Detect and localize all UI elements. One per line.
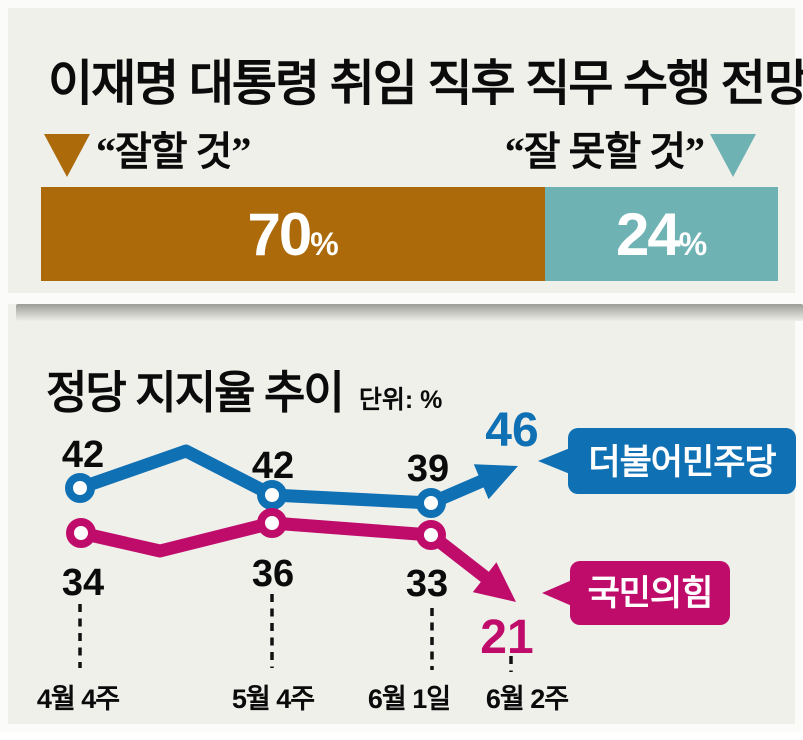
x-axis-label: 6월 2주 xyxy=(486,684,568,714)
legend-positive-label: “잘할 것” xyxy=(96,129,251,174)
democratic-value-label: 42 xyxy=(252,445,294,487)
callout-box xyxy=(570,561,730,625)
x-axis-label: 5월 4주 xyxy=(232,684,314,714)
chart-unit-label: 단위: % xyxy=(358,386,443,414)
triangle-down-brown-icon xyxy=(44,134,90,177)
legend-negative: “잘 못할 것” xyxy=(505,124,756,180)
ppp-point-marker xyxy=(257,508,287,538)
triangle-down-teal-icon xyxy=(710,134,756,177)
outlook-stacked-bar: 70% 24% xyxy=(41,187,778,281)
divider-gap xyxy=(8,293,803,304)
ppp-series-name: 국민의힘 xyxy=(588,574,713,613)
democratic-latest-value: 46 xyxy=(485,404,538,457)
trend-header: 정당 지지율 추이 단위: % xyxy=(46,356,442,421)
legend-negative-label: “잘 못할 것” xyxy=(504,129,705,174)
page-title: 이재명 대통령 취임 직후 직무 수행 전망 xyxy=(48,57,803,111)
ppp-latest-value: 21 xyxy=(480,611,533,664)
legend-callout-democratic: 더불어민주당 xyxy=(538,428,796,494)
callout-box xyxy=(568,428,796,494)
chart-title: 정당 지지율 추이 xyxy=(46,367,345,418)
democratic-point-marker xyxy=(416,488,446,518)
outlook-legend-row: “잘할 것” “잘 못할 것” xyxy=(44,124,756,180)
section-divider xyxy=(16,304,803,321)
bar-negative-value: 24% xyxy=(616,200,708,268)
bar-negative: 24% xyxy=(545,187,778,281)
democratic-series-name: 더불어민주당 xyxy=(588,443,776,482)
bar-positive-value: 70% xyxy=(247,200,339,268)
democratic-value-label: 42 xyxy=(62,434,104,476)
party-trend-chart: 42 42 39 46 34 36 33 21 4월 4주 5월 4주 6월 1… xyxy=(37,404,796,714)
ppp-point-marker xyxy=(66,518,96,548)
callout-pointer-icon xyxy=(538,448,570,474)
democratic-point-marker xyxy=(65,473,95,503)
legend-callout-ppp: 국민의힘 xyxy=(542,561,730,625)
ppp-value-label: 36 xyxy=(252,553,294,595)
ppp-arrow-icon xyxy=(472,562,516,602)
ppp-value-label: 34 xyxy=(62,562,104,604)
democratic-value-label: 39 xyxy=(407,448,449,490)
democratic-arrow-icon xyxy=(473,464,518,500)
x-axis-label: 4월 4주 xyxy=(37,684,119,714)
ppp-value-label: 33 xyxy=(406,563,448,605)
bar-positive: 70% xyxy=(41,187,546,281)
democratic-point-marker xyxy=(257,480,287,510)
legend-positive: “잘할 것” xyxy=(44,124,251,180)
ppp-point-marker xyxy=(416,520,446,550)
callout-pointer-icon xyxy=(542,580,572,606)
x-axis-label: 6월 1일 xyxy=(368,684,450,714)
